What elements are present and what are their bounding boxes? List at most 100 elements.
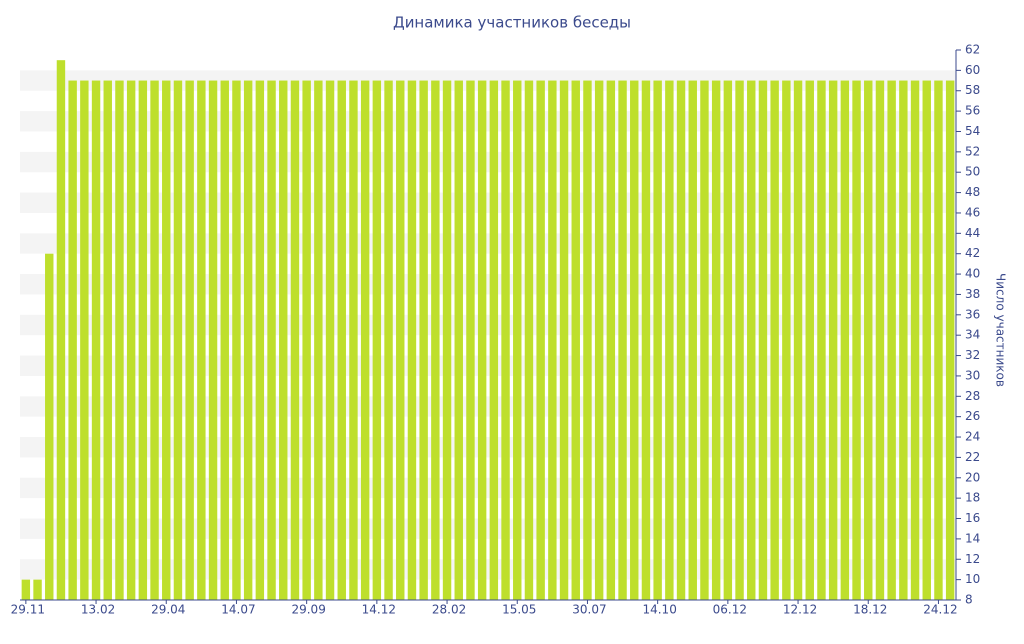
bar bbox=[688, 80, 697, 601]
bar bbox=[899, 80, 908, 601]
bar bbox=[583, 80, 592, 601]
grid-band bbox=[20, 518, 956, 539]
bar bbox=[103, 80, 112, 601]
bar bbox=[723, 80, 733, 601]
bar bbox=[173, 80, 183, 601]
x-tick-label: 29.11 bbox=[11, 603, 45, 617]
bar bbox=[501, 80, 510, 601]
bar bbox=[548, 80, 557, 601]
bar bbox=[945, 80, 955, 601]
bar bbox=[887, 80, 896, 601]
bar bbox=[782, 80, 791, 601]
bar bbox=[337, 80, 346, 601]
bar bbox=[45, 253, 54, 600]
x-tick-label: 29.04 bbox=[151, 603, 185, 617]
bar bbox=[349, 80, 358, 601]
bar bbox=[91, 80, 101, 601]
y-tick-label: 48 bbox=[965, 185, 980, 199]
grid-band bbox=[20, 274, 956, 295]
y-tick-label: 14 bbox=[965, 531, 980, 545]
bar bbox=[232, 80, 241, 601]
bar bbox=[396, 80, 405, 601]
bar bbox=[267, 80, 276, 601]
bar bbox=[747, 80, 756, 601]
x-tick-label: 14.12 bbox=[362, 603, 396, 617]
y-tick-label: 44 bbox=[965, 226, 980, 240]
grid-band bbox=[20, 151, 956, 173]
bar bbox=[922, 80, 931, 601]
bar bbox=[571, 80, 580, 601]
y-tick-label: 24 bbox=[965, 430, 980, 444]
bar bbox=[314, 80, 323, 601]
x-tick-label: 13.02 bbox=[81, 603, 115, 617]
bar bbox=[33, 579, 42, 600]
bar bbox=[208, 80, 218, 601]
y-tick-label: 50 bbox=[965, 165, 980, 179]
bar bbox=[325, 80, 335, 601]
y-tick-label: 8 bbox=[965, 593, 973, 607]
bar bbox=[21, 579, 31, 600]
bar bbox=[875, 80, 885, 601]
chart-title: Динамика участников беседы bbox=[393, 14, 631, 32]
y-tick-label: 20 bbox=[965, 470, 980, 484]
bar bbox=[360, 80, 370, 601]
y-tick-label: 46 bbox=[965, 205, 980, 219]
bar bbox=[828, 80, 838, 601]
y-axis-label: Число участников bbox=[994, 273, 1008, 387]
bar bbox=[559, 80, 569, 601]
bar bbox=[384, 80, 393, 601]
x-tick-label: 15.05 bbox=[502, 603, 536, 617]
bar bbox=[419, 80, 428, 601]
y-tick-label: 22 bbox=[965, 450, 980, 464]
x-tick-label: 14.07 bbox=[221, 603, 255, 617]
bar bbox=[290, 80, 300, 601]
bar bbox=[864, 80, 873, 601]
y-tick-label: 18 bbox=[965, 491, 980, 505]
bar bbox=[80, 80, 89, 601]
bar bbox=[372, 80, 382, 601]
bar bbox=[910, 80, 920, 601]
y-tick-label: 52 bbox=[965, 144, 980, 158]
y-tick-label: 42 bbox=[965, 246, 980, 260]
bar bbox=[197, 80, 206, 601]
y-tick-label: 34 bbox=[965, 328, 980, 342]
bar bbox=[185, 80, 194, 601]
bar bbox=[302, 80, 311, 601]
bar bbox=[442, 80, 452, 601]
bar bbox=[618, 80, 627, 601]
bar bbox=[255, 80, 265, 601]
x-tick-label: 14.10 bbox=[642, 603, 676, 617]
y-tick-label: 30 bbox=[965, 368, 980, 382]
y-tick-label: 38 bbox=[965, 287, 980, 301]
grid-band bbox=[20, 437, 956, 458]
bar bbox=[68, 80, 77, 601]
bar bbox=[279, 80, 288, 601]
bar bbox=[793, 80, 803, 601]
y-tick-label: 40 bbox=[965, 267, 980, 281]
bar bbox=[150, 80, 159, 601]
grid-band bbox=[20, 192, 956, 213]
grid-band bbox=[20, 233, 956, 254]
bar bbox=[115, 80, 124, 601]
y-tick-label: 36 bbox=[965, 307, 980, 321]
y-tick-label: 58 bbox=[965, 83, 980, 97]
y-tick-label: 32 bbox=[965, 348, 980, 362]
x-tick-label: 06.12 bbox=[713, 603, 747, 617]
bar bbox=[454, 80, 463, 601]
x-tick-label: 18.12 bbox=[853, 603, 887, 617]
bar bbox=[524, 80, 534, 601]
bar bbox=[735, 80, 744, 601]
grid-band bbox=[20, 314, 956, 336]
bar bbox=[817, 80, 826, 601]
bar bbox=[56, 60, 66, 601]
y-tick-label: 56 bbox=[965, 104, 980, 118]
bar bbox=[243, 80, 253, 601]
bar bbox=[162, 80, 171, 601]
y-tick-label: 12 bbox=[965, 552, 980, 566]
y-tick-label: 10 bbox=[965, 572, 980, 586]
y-tick-label: 60 bbox=[965, 63, 980, 77]
bar bbox=[594, 80, 604, 601]
x-tick-label: 12.12 bbox=[783, 603, 817, 617]
y-tick-label: 62 bbox=[965, 43, 980, 57]
